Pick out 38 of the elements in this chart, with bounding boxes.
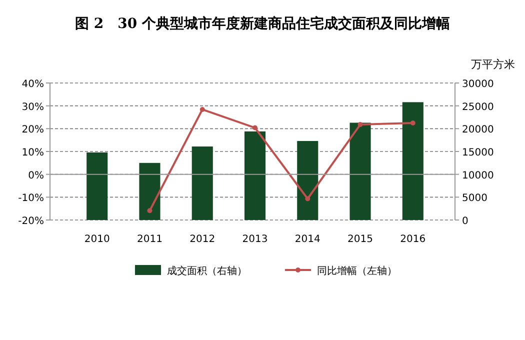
x-tick-label: 2014 [294, 234, 320, 245]
chart-title: 图 2 30 个典型城市年度新建商品住宅成交面积及同比增幅 [75, 15, 450, 32]
y2-tick-label: 30000 [462, 79, 494, 90]
point [147, 208, 152, 214]
x-tick-label: 2015 [348, 234, 373, 245]
bar [139, 162, 160, 220]
legend-label: 成交面积（右轴） [167, 265, 247, 277]
bar [297, 140, 318, 220]
point [358, 122, 363, 128]
x-tick-label: 2013 [242, 234, 268, 245]
point [305, 196, 310, 202]
y2-tick-label: 10000 [462, 170, 494, 182]
y-tick-label: 40% [22, 79, 44, 90]
x-tick-label: 2016 [400, 234, 426, 245]
y2-tick-label: 20000 [462, 124, 494, 136]
point [200, 106, 205, 112]
y-tick-label: 20% [22, 124, 44, 136]
point [410, 120, 416, 126]
bar [244, 131, 266, 220]
x-tick-label: 2012 [190, 234, 216, 245]
y2-tick-label: 5000 [462, 193, 488, 204]
point [252, 125, 258, 130]
bar [402, 102, 424, 220]
x-tick-label: 2010 [84, 234, 110, 245]
y-tick-label: 0% [28, 170, 44, 182]
bar [350, 122, 371, 220]
y-tick-label: -20% [18, 216, 44, 227]
y-tick-label: 30% [22, 102, 44, 113]
x-tick-label: 2011 [137, 234, 162, 245]
y-tick-label: 10% [22, 148, 44, 158]
y2-tick-label: 25000 [462, 102, 494, 113]
y2-tick-label: 0 [462, 216, 468, 227]
legend-label: 同比增幅（左轴） [317, 265, 397, 277]
bar [192, 146, 213, 220]
bar [86, 152, 108, 220]
y2-axis-title: 万平方米 [471, 58, 515, 71]
y2-tick-label: 15000 [462, 148, 494, 158]
y-tick-label: -10% [18, 193, 44, 204]
